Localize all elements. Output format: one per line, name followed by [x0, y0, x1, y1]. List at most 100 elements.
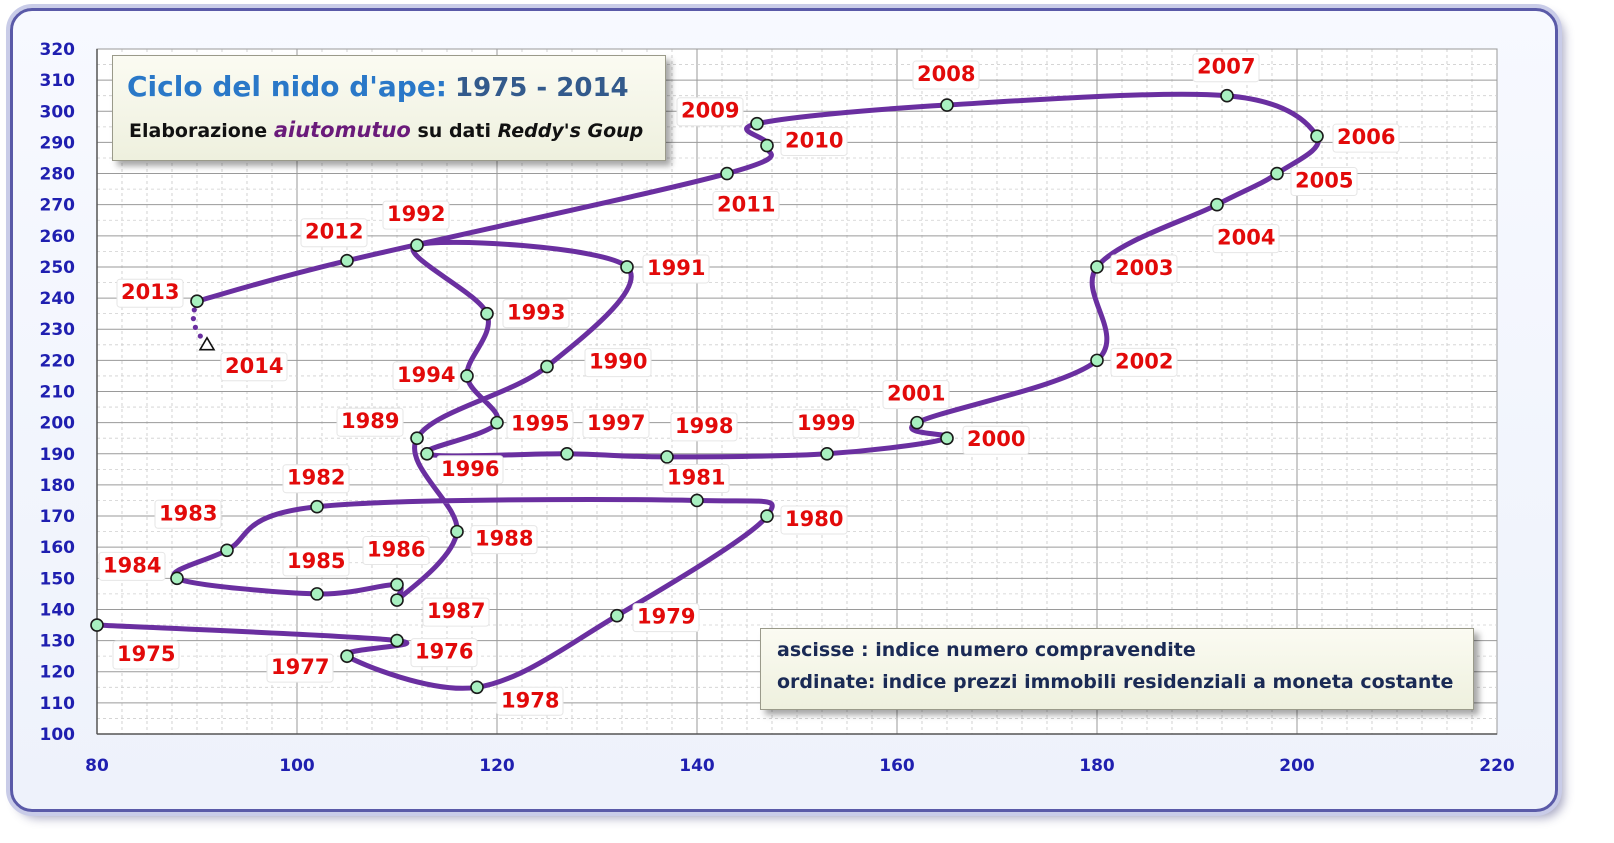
year-label: 2008: [917, 62, 975, 86]
year-label: 2013: [121, 280, 179, 304]
year-label-box: [792, 409, 860, 439]
data-point: [940, 431, 954, 446]
year-label: 2011: [717, 193, 775, 217]
year-label: 1991: [647, 256, 705, 280]
series-path: [94, 91, 1321, 691]
year-label-box: [1192, 53, 1260, 83]
y-tick-label: 170: [40, 507, 76, 527]
year-label: 2002: [1115, 349, 1173, 373]
chart-subtitle: Elaborazione aiutomutuo su dati Reddy's …: [129, 118, 643, 142]
year-label: 2012: [305, 220, 363, 244]
year-label-box: [116, 278, 184, 308]
data-point: [940, 98, 954, 112]
year-label-box: [912, 60, 980, 90]
y-tick-label: 110: [40, 694, 76, 714]
x-tick-label: 160: [879, 756, 915, 776]
subtitle-source: Reddy's Goup: [497, 120, 644, 142]
year-label-box: [670, 412, 738, 442]
year-label-box: [676, 97, 744, 127]
year-label-box: [1332, 123, 1400, 153]
year-label: 2014: [225, 354, 283, 378]
year-label: 1992: [387, 202, 445, 226]
year-label: 1975: [117, 642, 175, 666]
y-tick-label: 280: [40, 165, 76, 185]
year-label: 1989: [341, 409, 399, 433]
data-point: [760, 138, 774, 153]
year-label-box: [470, 525, 538, 555]
y-tick-label: 220: [40, 351, 76, 371]
year-label: 2009: [681, 99, 739, 123]
data-point: [1090, 260, 1104, 274]
year-label: 1977: [271, 655, 329, 679]
data-point: [1090, 353, 1104, 368]
year-label: 1999: [797, 411, 855, 435]
year-labels: 1975 1976 1977 1978 1979 1980 1981 1982 1983 1984…: [98, 53, 1400, 716]
title-text: Ciclo del nido d'ape:: [127, 70, 448, 103]
year-label-box: [154, 499, 222, 529]
y-tick-label: 310: [40, 71, 76, 91]
year-label: 1979: [637, 605, 695, 629]
year-label: 1990: [589, 350, 647, 374]
year-label: 2006: [1337, 125, 1395, 149]
series-line: [94, 91, 1321, 691]
data-point: [410, 238, 424, 252]
y-tick-label: 100: [40, 725, 76, 745]
data-point: [170, 571, 184, 586]
year-label-box: [962, 425, 1030, 455]
chart-title: Ciclo del nido d'ape: 1975 - 2014: [127, 70, 629, 103]
y-tick-label: 120: [40, 663, 76, 683]
year-label-box: [362, 536, 430, 566]
year-label: 1987: [427, 599, 485, 623]
data-point: [1310, 129, 1324, 143]
data-point: [460, 369, 474, 383]
year-label-box: [266, 653, 334, 683]
y-tick-label: 240: [40, 289, 76, 309]
y-tick-label: 140: [40, 600, 76, 620]
year-label: 1985: [287, 549, 345, 573]
year-label: 1984: [103, 553, 161, 577]
year-label: 1976: [415, 640, 473, 664]
year-label-box: [98, 551, 166, 581]
data-point: [540, 359, 554, 374]
y-tick-label: 230: [40, 320, 76, 340]
year-label-box: [496, 686, 564, 716]
data-point: [1220, 88, 1234, 103]
data-point: [910, 415, 924, 430]
projection-dot: [192, 324, 198, 330]
y-tick-label: 290: [40, 133, 76, 153]
year-label-box: [282, 464, 350, 494]
year-label: 2010: [785, 129, 843, 153]
data-markers: [90, 88, 1324, 695]
x-tick-label: 180: [1079, 756, 1115, 776]
year-label-box: [662, 463, 730, 493]
year-label-box: [1290, 167, 1358, 197]
x-tick-label: 200: [1279, 756, 1315, 776]
year-label: 2001: [887, 382, 945, 406]
year-label-box: [712, 191, 780, 221]
data-point: [90, 618, 104, 632]
year-label-box: [642, 254, 710, 284]
y-tick-label: 180: [40, 476, 76, 496]
year-label-box: [506, 410, 574, 440]
data-point: [760, 509, 774, 523]
x-tick-label: 100: [279, 756, 315, 776]
data-point: [620, 260, 634, 274]
year-label: 2003: [1115, 256, 1173, 280]
y-tick-label: 150: [40, 569, 76, 589]
year-label: 1994: [397, 363, 455, 387]
year-label-box: [1212, 224, 1280, 254]
legend-y-axis: ordinate: indice prezzi immobili residen…: [777, 671, 1454, 693]
year-label: 2005: [1295, 169, 1353, 193]
year-label-box: [422, 597, 490, 627]
year-label: 1993: [507, 301, 565, 325]
data-point: [690, 493, 704, 508]
year-label-box: [780, 505, 848, 535]
year-label-box: [392, 361, 460, 391]
tick-labels: 100 110 120 130 140 150 160 170 180 190 200 210 220 2…: [40, 40, 1515, 776]
year-label-box: [1110, 254, 1178, 284]
year-label-box: [882, 380, 950, 410]
data-point: [220, 543, 234, 558]
projection-dot: [197, 333, 203, 339]
year-label-box: [502, 299, 570, 329]
